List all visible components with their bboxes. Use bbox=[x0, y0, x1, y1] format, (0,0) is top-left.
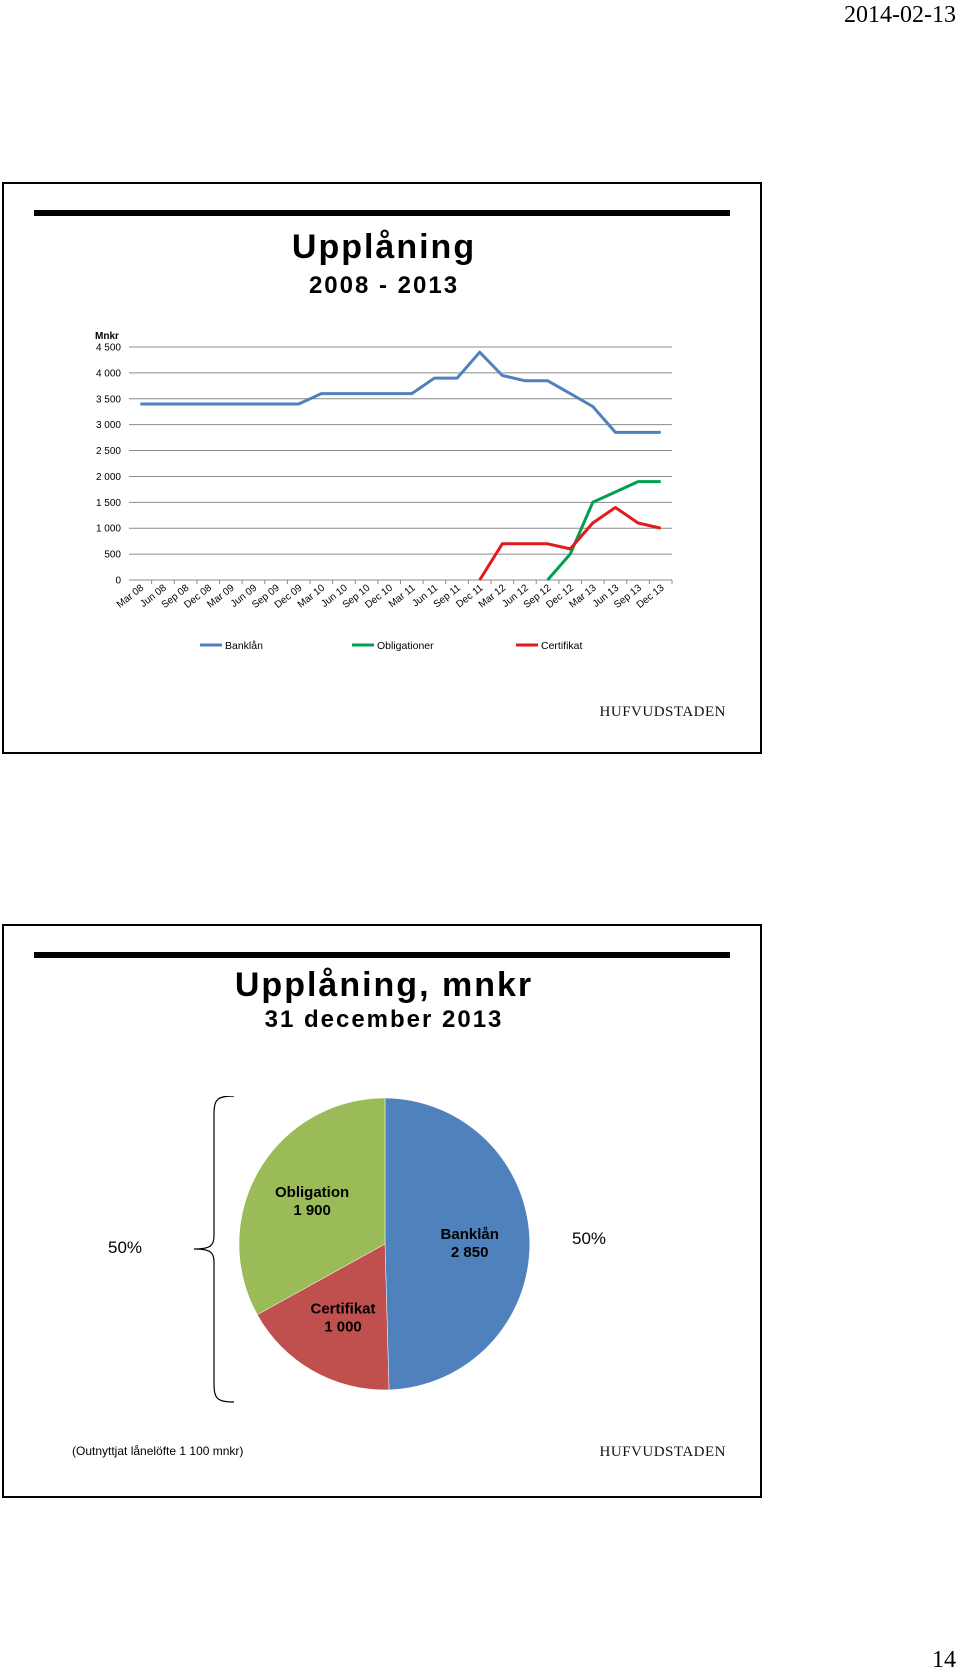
legend-label-certifikat: Certifikat bbox=[541, 640, 583, 652]
brace-icon bbox=[193, 1096, 235, 1403]
line-chart: Mnkr 0 500 1 000 1 500 2 000 2 500 3 000 3 500 4 … bbox=[95, 331, 673, 652]
pie-slice-certifikat bbox=[256, 1243, 390, 1391]
slide-subtitle: 2008 - 2013 bbox=[308, 272, 460, 299]
y-tick-label: 3 500 bbox=[96, 394, 121, 405]
slice-value-obligation: 1 900 bbox=[293, 1202, 331, 1219]
title-rule bbox=[34, 210, 730, 216]
slice-value-certifikat: 1 000 bbox=[324, 1319, 362, 1336]
y-tick-label: 2 000 bbox=[96, 472, 121, 483]
y-tick-label: 3 000 bbox=[96, 420, 121, 431]
y-tick-label: 0 bbox=[115, 576, 121, 587]
series-line-obligationer bbox=[546, 480, 661, 581]
legend-label-obligationer: Obligationer bbox=[377, 640, 434, 652]
slide-borrowing-history: Upplåning 2008 - 2013 Mnkr 0 500 1 000 1 500… bbox=[2, 182, 762, 754]
y-tick-label: 1 500 bbox=[96, 498, 121, 509]
y-tick-label: 4 000 bbox=[96, 368, 121, 379]
y-tick-label: 500 bbox=[104, 550, 121, 561]
series-line-banklan bbox=[140, 350, 661, 434]
slide-borrowing-breakdown: Upplåning, mnkr 31 december 2013 50% 50%… bbox=[2, 924, 762, 1498]
slice-label-obligation: Obligation bbox=[275, 1184, 349, 1201]
title-rule bbox=[34, 952, 730, 958]
brand-logo: HUFVUDSTADEN bbox=[599, 704, 726, 720]
footnote: (Outnyttjat lånelöfte 1 100 mnkr) bbox=[72, 1444, 244, 1458]
y-tick-label: 4 500 bbox=[96, 343, 121, 354]
series-line-certifikat bbox=[478, 506, 662, 581]
pie-slice-obligation bbox=[238, 1097, 386, 1316]
slice-value-banklan: 2 850 bbox=[451, 1244, 489, 1261]
page-number: 14 bbox=[932, 1647, 956, 1673]
page-date: 2014-02-13 bbox=[844, 2, 956, 28]
legend-label-banklan: Banklån bbox=[225, 640, 263, 652]
slide-subtitle: 31 december 2013 bbox=[264, 1006, 504, 1033]
slice-label-banklan: Banklån bbox=[441, 1226, 499, 1243]
slide-title: Upplåning, mnkr bbox=[234, 966, 534, 1004]
left-percentage: 50% bbox=[108, 1238, 143, 1257]
right-percentage: 50% bbox=[572, 1229, 607, 1248]
y-tick-label: 2 500 bbox=[96, 446, 121, 457]
y-tick-label: 1 000 bbox=[96, 524, 121, 535]
slide-title: Upplåning bbox=[291, 228, 477, 266]
y-axis-label: Mnkr bbox=[95, 331, 119, 342]
slice-label-certifikat: Certifikat bbox=[310, 1301, 375, 1318]
pie-slice-banklan bbox=[384, 1097, 530, 1391]
brand-logo: HUFVUDSTADEN bbox=[599, 1444, 726, 1460]
